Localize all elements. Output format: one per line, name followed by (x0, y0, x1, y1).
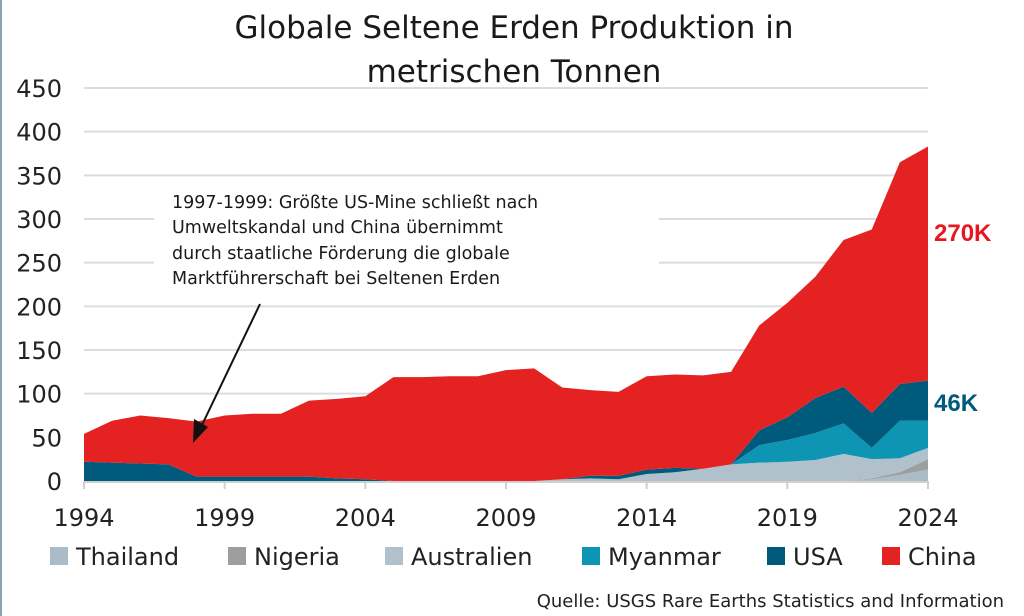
legend-label: Thailand (75, 543, 179, 571)
legend-label: Nigeria (254, 543, 340, 571)
y-axis: 0 50 100 150 200 250 300 350 400 450 (16, 75, 62, 496)
legend-swatch (582, 547, 600, 565)
y-tick-label: 200 (16, 293, 62, 321)
chart-title-line-1: Globale Seltene Erden Produktion in (235, 10, 794, 46)
legend-swatch (767, 547, 785, 565)
legend-swatch (50, 547, 68, 565)
y-tick-label: 300 (16, 206, 62, 234)
legend-swatch (882, 547, 900, 565)
legend-swatch (385, 547, 403, 565)
annotation-line-3: durch staatliche Förderung die globale (172, 244, 510, 264)
x-tick-label: 2009 (475, 504, 536, 532)
y-tick-label: 50 (31, 424, 62, 452)
y-tick-label: 250 (16, 250, 62, 278)
y-tick-label: 450 (16, 75, 62, 103)
legend: Thailand Nigeria Australien Myanmar USA China (50, 543, 977, 571)
x-tick-label: 1994 (53, 504, 114, 532)
x-axis: 1994 1999 2004 2009 2014 2019 2024 (53, 481, 959, 532)
area-myanmar (84, 420, 928, 481)
x-tick-label: 1999 (194, 504, 255, 532)
legend-label: USA (793, 543, 843, 571)
chart-title-line-2: metrischen Tonnen (367, 54, 662, 90)
legend-label: China (908, 543, 977, 571)
y-tick-label: 400 (16, 119, 62, 147)
area-usa (84, 380, 928, 481)
x-tick-label: 2024 (897, 504, 958, 532)
legend-label: Myanmar (608, 543, 721, 571)
area-layers (84, 146, 928, 481)
end-label-usa: 46K (934, 390, 979, 417)
annotation-background (154, 180, 659, 288)
y-tick-label: 150 (16, 337, 62, 365)
annotation-line-4: Marktführerschaft bei Seltenen Erden (172, 269, 500, 289)
x-tick-label: 2019 (757, 504, 818, 532)
x-tick-label: 2014 (616, 504, 677, 532)
annotation-arrow (193, 303, 261, 443)
legend-label: Australien (411, 543, 532, 571)
y-tick-label: 0 (47, 468, 62, 496)
legend-swatch (228, 547, 246, 565)
annotation-line-1: 1997-1999: Größte US-Mine schließt nach (172, 193, 538, 213)
x-tick-label: 2004 (335, 504, 396, 532)
area-australien (84, 447, 928, 481)
y-tick-label: 350 (16, 162, 62, 190)
source-note: Quelle: USGS Rare Earths Statistics and … (537, 591, 1004, 612)
y-tick-label: 100 (16, 381, 62, 409)
annotation-line-2: Umweltskandal und China übernimmt (172, 218, 503, 238)
end-label-china: 270K (934, 220, 992, 247)
area-china (84, 146, 928, 481)
